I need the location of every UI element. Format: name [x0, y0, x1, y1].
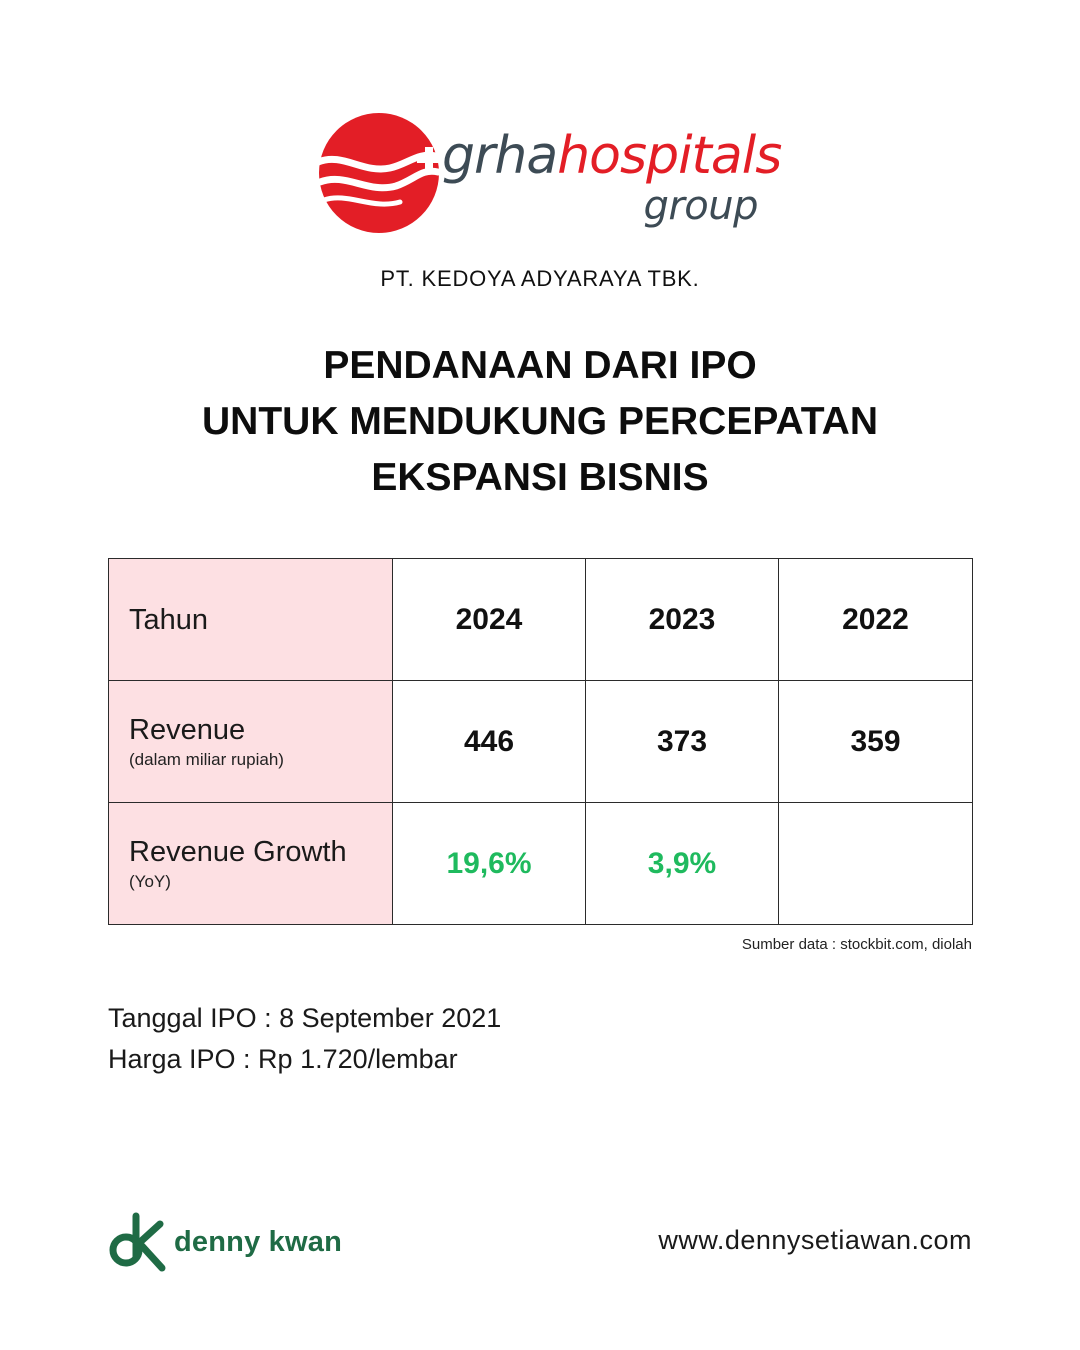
headline-line-3: EKSPANSI BISNIS	[371, 456, 709, 499]
year-label: Tahun	[129, 603, 209, 636]
year-label-cell: Tahun	[108, 558, 393, 681]
grha-hospitals-logo: grhahospitals group	[318, 108, 782, 233]
company-name: PT. KEDOYA ADYARAYA TBK.	[380, 266, 700, 291]
year-2023-cell: 2023	[585, 558, 779, 681]
revenue-label: Revenue	[129, 713, 246, 746]
revenue-sublabel: (dalam miliar rupiah)	[129, 749, 284, 769]
revenue-2024-cell: 446	[392, 680, 586, 803]
growth-label: Revenue Growth	[129, 835, 347, 868]
dk-logo-icon	[109, 1212, 166, 1272]
logo-word-group: group	[643, 183, 758, 229]
growth-sublabel: (YoY)	[129, 871, 171, 891]
data-source-note: Sumber data : stockbit.com, diolah	[741, 936, 972, 953]
year-2022-cell: 2022	[778, 558, 973, 681]
revenue-2022-cell: 359	[778, 680, 973, 803]
revenue-2023-cell: 373	[585, 680, 779, 803]
revenue-table: Tahun 2024 2023 2022 Revenue (dalam mili…	[108, 558, 973, 925]
year-2024-cell: 2024	[392, 558, 586, 681]
logo-mark-icon	[318, 113, 440, 233]
logo-wordmark: grhahospitals	[442, 126, 782, 186]
website-link[interactable]: www.dennysetiawan.com	[658, 1225, 972, 1255]
table-row-growth: Revenue Growth (YoY) 19,6% 3,9%	[108, 802, 973, 925]
revenue-label-cell: Revenue (dalam miliar rupiah)	[108, 680, 393, 803]
headline: PENDANAAN DARI IPO UNTUK MENDUKUNG PERCE…	[0, 338, 1080, 506]
ipo-date: Tanggal IPO : 8 September 2021	[108, 1003, 502, 1033]
growth-label-cell: Revenue Growth (YoY)	[108, 802, 393, 925]
brand-name: denny kwan	[174, 1226, 342, 1258]
ipo-info: Tanggal IPO : 8 September 2021 Harga IPO…	[108, 998, 501, 1080]
denny-kwan-brand: denny kwan	[108, 1212, 368, 1272]
headline-line-1: PENDANAAN DARI IPO	[323, 344, 757, 387]
ipo-price: Harga IPO : Rp 1.720/lembar	[108, 1044, 458, 1074]
growth-2024-cell: 19,6%	[392, 802, 586, 925]
table-row-revenue: Revenue (dalam miliar rupiah) 446 373 35…	[108, 680, 973, 803]
table-row-year: Tahun 2024 2023 2022	[108, 558, 973, 681]
logo-word-grha: grha	[442, 126, 558, 186]
logo-word-hospitals: hospitals	[557, 126, 782, 186]
growth-2023-cell: 3,9%	[585, 802, 779, 925]
growth-2022-cell	[778, 802, 973, 925]
headline-line-2: UNTUK MENDUKUNG PERCEPATAN	[202, 400, 878, 443]
